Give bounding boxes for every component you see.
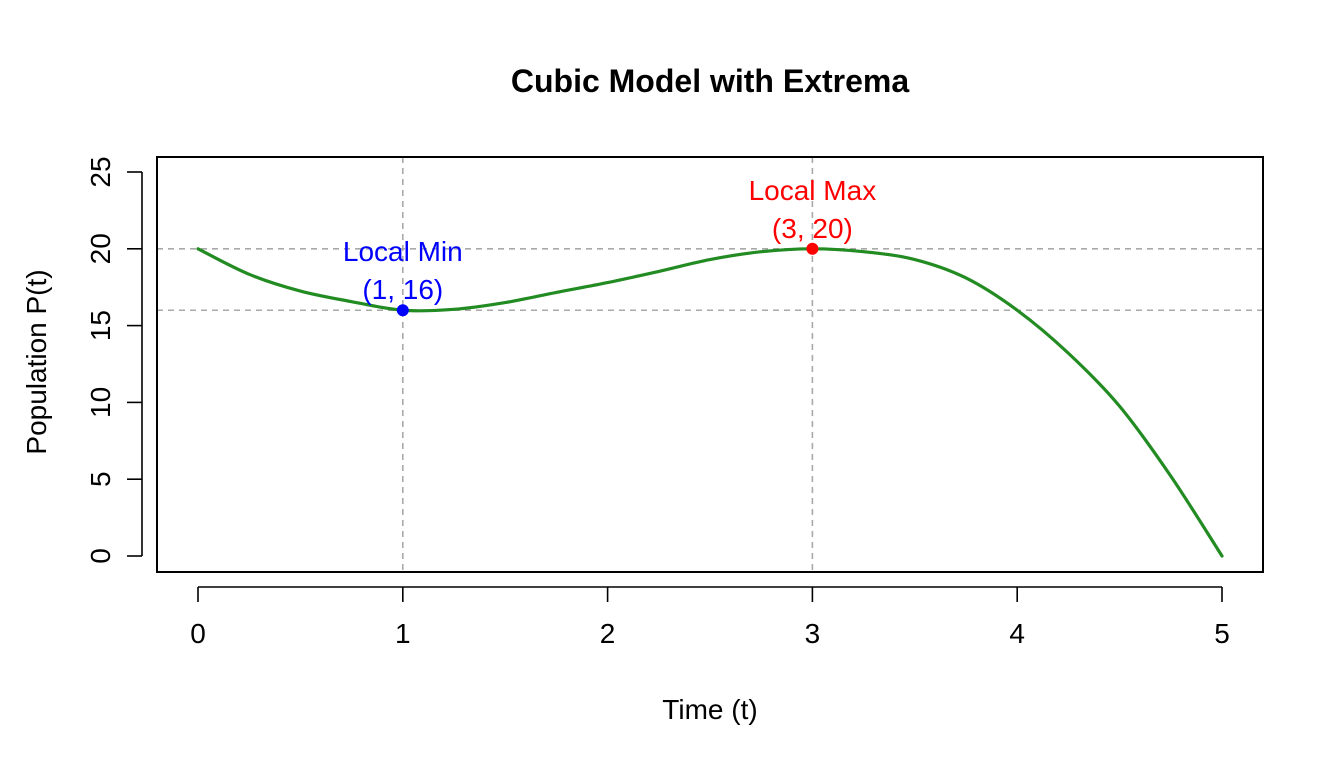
y-axis-label: Population P(t)	[21, 269, 52, 454]
x-tick-label: 1	[395, 618, 411, 649]
series-line	[196, 247, 1224, 558]
y-tick-label: 0	[85, 548, 116, 564]
reference-lines	[157, 157, 1263, 572]
extremum-coordinates: (1, 16)	[362, 274, 443, 305]
y-tick-label: 20	[85, 233, 116, 264]
x-tick-label: 0	[190, 618, 206, 649]
x-tick-label: 5	[1214, 618, 1230, 649]
y-tick-label: 10	[85, 387, 116, 418]
curve-layer	[196, 247, 1224, 558]
x-axis: 0 1 2 3 4 5	[190, 586, 1230, 649]
y-tick-label: 5	[85, 471, 116, 487]
y-tick-label: 15	[85, 310, 116, 341]
extremum-coordinates: (3, 20)	[772, 213, 853, 244]
x-axis-label: Time (t)	[662, 694, 757, 725]
extremum-label: Local Min	[343, 236, 463, 267]
y-tick-label: 25	[85, 156, 116, 187]
x-tick-label: 2	[600, 618, 616, 649]
chart-title: Cubic Model with Extrema	[511, 63, 909, 99]
extremum-label: Local Max	[749, 175, 877, 206]
extrema-points: Local Min (1, 16) Local Max (3, 20)	[343, 175, 877, 317]
y-axis: 0 5 10 15 20 25	[85, 156, 143, 564]
extremum-point	[396, 304, 409, 317]
x-tick-label: 4	[1009, 618, 1025, 649]
x-tick-label: 3	[805, 618, 821, 649]
extremum-point	[806, 242, 819, 255]
plot-frame	[156, 156, 1264, 573]
